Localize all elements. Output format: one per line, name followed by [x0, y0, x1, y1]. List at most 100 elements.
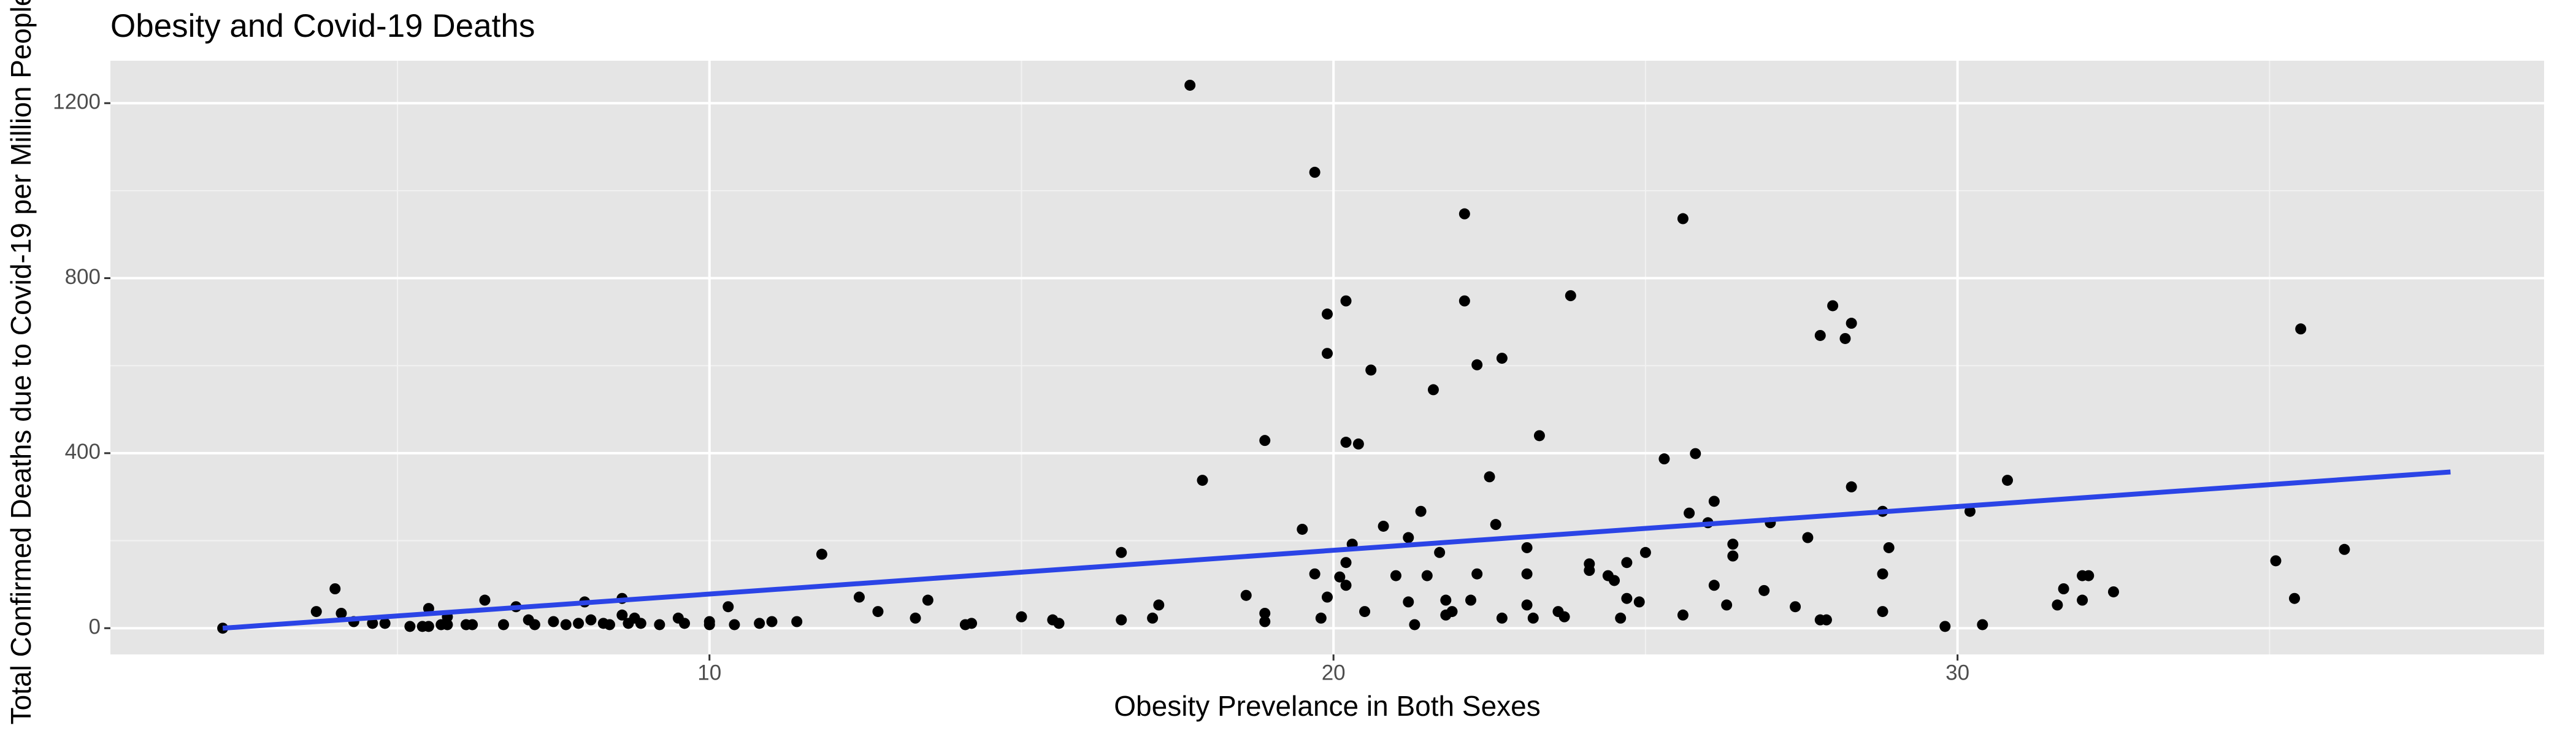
data-point [1421, 570, 1433, 581]
data-point [1708, 496, 1720, 507]
data-point [1877, 568, 1888, 580]
data-point [2077, 594, 2088, 606]
data-point [1334, 571, 1346, 583]
data-point [1565, 290, 1576, 302]
data-point [1378, 520, 1389, 532]
data-point [1533, 430, 1545, 442]
x-axis-title: Obesity Prevelance in Both Sexes [1114, 690, 1540, 722]
data-point [1727, 550, 1739, 562]
data-point [497, 619, 509, 631]
data-point [1658, 453, 1670, 465]
data-point [1315, 612, 1327, 624]
data-point [1639, 546, 1651, 558]
data-point [1016, 611, 1027, 623]
data-point [1877, 606, 1888, 618]
data-point [1839, 332, 1851, 344]
data-point [922, 594, 933, 606]
x-tick-label: 30 [1945, 661, 1969, 684]
data-point [766, 616, 778, 627]
data-point [1390, 570, 1401, 581]
data-point [1490, 519, 1501, 531]
data-point [1846, 481, 1857, 493]
data-point [1459, 208, 1470, 220]
data-point [1521, 568, 1533, 580]
data-point [1116, 614, 1127, 626]
data-point [1827, 300, 1839, 312]
data-point [754, 618, 765, 629]
data-point [442, 619, 453, 631]
data-point [1147, 612, 1159, 624]
data-point [1352, 438, 1364, 450]
data-point [816, 548, 827, 560]
data-point [1633, 596, 1645, 608]
data-point [1609, 575, 1620, 586]
data-point [1964, 505, 1976, 517]
data-point [1708, 580, 1720, 591]
data-point [1322, 591, 1333, 603]
data-point [2107, 586, 2119, 597]
data-point [1446, 606, 1458, 618]
data-point [1359, 606, 1371, 618]
data-point [1621, 557, 1633, 569]
data-point [1584, 565, 1595, 577]
data-point [2339, 543, 2350, 555]
data-point [1790, 601, 1801, 613]
data-point [679, 618, 691, 629]
data-point [379, 618, 391, 629]
data-point [1427, 384, 1439, 396]
data-point [1690, 448, 1701, 459]
data-point [1340, 580, 1352, 591]
data-point [966, 618, 978, 629]
data-point [1340, 295, 1352, 307]
data-point [910, 612, 921, 624]
data-point [1259, 607, 1271, 619]
data-point [1721, 599, 1733, 611]
data-point [1259, 435, 1271, 447]
data-point [1403, 596, 1414, 608]
data-point [1496, 353, 1508, 364]
x-tick-label: 10 [697, 661, 721, 684]
data-point [1053, 618, 1065, 629]
data-point [1677, 609, 1689, 621]
data-point [1322, 309, 1333, 320]
data-point [2083, 570, 2095, 581]
data-point [1615, 612, 1627, 624]
data-point [1365, 364, 1377, 376]
y-tick-label: 400 [65, 440, 101, 464]
chart-title: Obesity and Covid-19 Deaths [110, 8, 535, 44]
data-point [1727, 539, 1739, 550]
data-point [1240, 589, 1252, 601]
data-point [1403, 532, 1414, 543]
data-point [1197, 475, 1208, 486]
data-point [1297, 523, 1308, 535]
data-point [703, 619, 715, 631]
data-point [2002, 475, 2014, 486]
data-point [1434, 546, 1446, 558]
data-point [604, 619, 615, 631]
data-point [1684, 507, 1695, 519]
data-point [585, 614, 597, 626]
data-point [2052, 599, 2063, 611]
trend-line [222, 469, 2451, 631]
data-point [1465, 594, 1477, 606]
data-point [1309, 568, 1321, 580]
data-point [310, 606, 322, 618]
data-point [1521, 599, 1533, 611]
data-point [548, 616, 559, 627]
data-point [335, 607, 347, 619]
data-point [1184, 79, 1196, 91]
data-point [1883, 542, 1895, 553]
y-tick-label: 800 [65, 265, 101, 289]
data-point [1415, 505, 1427, 517]
data-point [1322, 348, 1333, 359]
data-point [616, 609, 628, 621]
data-point [1340, 557, 1352, 569]
data-point [1939, 621, 1951, 632]
data-point [2295, 323, 2307, 335]
data-point [635, 618, 646, 629]
data-point [1521, 542, 1533, 553]
data-point [853, 591, 865, 603]
data-point [1621, 592, 1633, 604]
data-point [1558, 611, 1570, 623]
